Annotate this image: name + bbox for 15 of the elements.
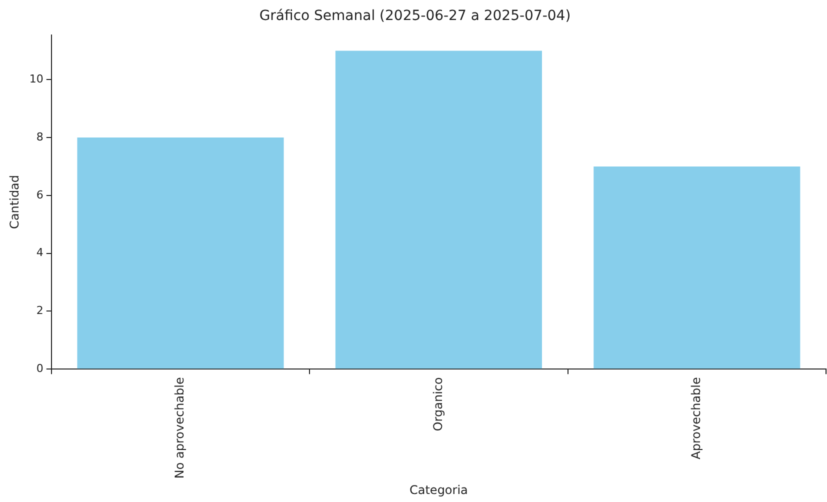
y-tick-label: 10 [29,72,44,86]
y-tick-label: 0 [36,362,44,375]
x-tick-label: Aprovechable [689,377,704,460]
bar [77,138,284,369]
x-tick-label: Organico [430,377,445,432]
y-tick-label: 8 [36,130,44,144]
bar [335,50,542,369]
x-axis-title: Categoria [409,482,468,497]
y-tick-label: 4 [36,246,44,260]
y-tick-label: 2 [36,304,44,318]
x-tick-label: No aprovechable [172,377,187,479]
y-tick-label: 6 [36,188,44,202]
bar [594,166,800,369]
chart-title: Gráfico Semanal (2025-06-27 a 2025-07-04) [259,8,571,24]
y-axis-title: Cantidad [7,174,22,229]
